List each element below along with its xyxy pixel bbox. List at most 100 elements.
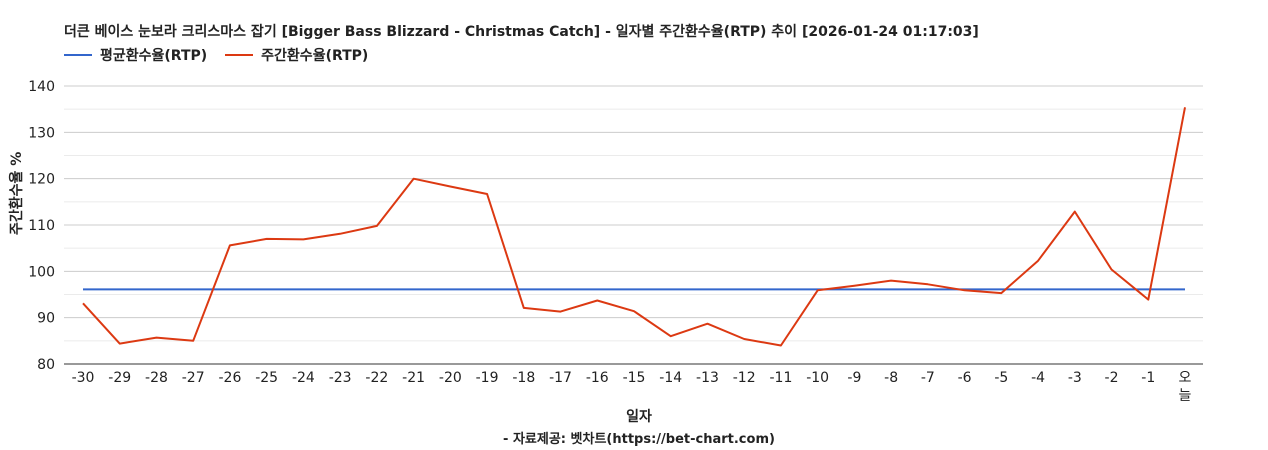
data-point-weekly bbox=[742, 337, 746, 341]
data-point-weekly bbox=[338, 232, 342, 236]
data-point-weekly bbox=[265, 237, 269, 241]
data-point-weekly bbox=[154, 336, 158, 340]
y-tick-label: 110 bbox=[28, 218, 55, 234]
series-line-weekly bbox=[82, 107, 1186, 347]
x-tick-label: -8 bbox=[884, 370, 898, 386]
data-point-average bbox=[118, 287, 122, 291]
data-point-average bbox=[669, 287, 673, 291]
x-tick-label: -2 bbox=[1105, 370, 1119, 386]
y-tick-label: 80 bbox=[37, 357, 55, 373]
data-point-weekly bbox=[816, 288, 820, 292]
legend-item-average[interactable]: 평균환수율(RTP) bbox=[64, 45, 207, 65]
data-point-weekly bbox=[118, 342, 122, 346]
data-point-average bbox=[889, 287, 893, 291]
data-point-weekly bbox=[963, 288, 967, 292]
data-point-weekly bbox=[559, 310, 563, 314]
data-point-average bbox=[742, 287, 746, 291]
x-tick-label: -20 bbox=[439, 370, 462, 386]
data-point-weekly bbox=[779, 343, 783, 347]
data-point-weekly bbox=[1110, 267, 1114, 271]
data-point-weekly bbox=[1183, 105, 1187, 109]
x-tick-label: -5 bbox=[994, 370, 1008, 386]
x-tick-label: -4 bbox=[1031, 370, 1045, 386]
data-point-average bbox=[375, 287, 379, 291]
data-point-weekly bbox=[228, 243, 232, 247]
y-tick-label: 130 bbox=[28, 125, 55, 141]
data-point-weekly bbox=[705, 322, 709, 326]
y-tick-label: 120 bbox=[28, 172, 55, 188]
legend-item-weekly[interactable]: 주간환수율(RTP) bbox=[225, 45, 368, 65]
x-tick-label: -19 bbox=[476, 370, 499, 386]
data-point-average bbox=[522, 287, 526, 291]
y-tick-label: 90 bbox=[37, 311, 55, 327]
x-tick-label: -9 bbox=[847, 370, 861, 386]
data-point-weekly bbox=[852, 284, 856, 288]
x-tick-label: -22 bbox=[365, 370, 388, 386]
x-axis-label: 일자 bbox=[626, 409, 652, 425]
x-tick-label: -11 bbox=[769, 370, 792, 386]
data-point-weekly bbox=[191, 339, 195, 343]
data-point-weekly bbox=[522, 306, 526, 310]
chart-title: 더큰 베이스 눈보라 크리스마스 잡기 [Bigger Bass Blizzar… bbox=[64, 24, 979, 40]
data-point-average bbox=[1110, 287, 1114, 291]
data-point-average bbox=[485, 287, 489, 291]
data-point-weekly bbox=[669, 334, 673, 338]
data-point-weekly bbox=[632, 309, 636, 313]
data-point-average bbox=[632, 287, 636, 291]
x-tick-label: -21 bbox=[402, 370, 425, 386]
y-axis-label: 주간환수율 % bbox=[9, 151, 25, 235]
legend-label-weekly: 주간환수율(RTP) bbox=[261, 48, 369, 64]
legend-swatch-average bbox=[64, 54, 92, 56]
data-point-weekly bbox=[595, 299, 599, 303]
x-tick-label: -30 bbox=[72, 370, 95, 386]
data-point-average bbox=[338, 287, 342, 291]
x-tick-label: -29 bbox=[108, 370, 131, 386]
data-point-average bbox=[448, 287, 452, 291]
data-point-average bbox=[154, 287, 158, 291]
x-tick-label: -16 bbox=[586, 370, 609, 386]
data-point-average bbox=[265, 287, 269, 291]
x-tick-label: -3 bbox=[1068, 370, 1082, 386]
legend-label-average: 평균환수율(RTP) bbox=[100, 48, 208, 64]
data-point-weekly bbox=[448, 185, 452, 189]
data-point-weekly bbox=[1146, 298, 1150, 302]
x-tick-label: -24 bbox=[292, 370, 315, 386]
x-tick-label: -10 bbox=[806, 370, 829, 386]
x-tick-label: -7 bbox=[921, 370, 935, 386]
data-point-weekly bbox=[1073, 210, 1077, 214]
x-tick-label: -13 bbox=[696, 370, 719, 386]
data-point-average bbox=[228, 287, 232, 291]
x-tick-label: 오 bbox=[1179, 370, 1192, 386]
data-point-weekly bbox=[1036, 259, 1040, 263]
source-credit: - 자료제공: 벳차트(https://bet-chart.com) bbox=[503, 432, 775, 447]
data-point-weekly bbox=[412, 177, 416, 181]
data-point-average bbox=[595, 287, 599, 291]
data-point-average bbox=[1183, 287, 1187, 291]
x-tick-label: -6 bbox=[958, 370, 972, 386]
x-tick-label: -1 bbox=[1141, 370, 1155, 386]
data-point-weekly bbox=[301, 237, 305, 241]
data-point-average bbox=[412, 287, 416, 291]
x-tick-label: -18 bbox=[512, 370, 535, 386]
data-point-weekly bbox=[926, 282, 930, 286]
data-point-weekly bbox=[485, 192, 489, 196]
data-point-average bbox=[779, 287, 783, 291]
data-point-weekly bbox=[889, 279, 893, 283]
data-point-weekly bbox=[375, 224, 379, 228]
data-point-average bbox=[1036, 287, 1040, 291]
x-tick-label: -14 bbox=[659, 370, 682, 386]
data-point-average bbox=[81, 287, 85, 291]
data-point-average bbox=[926, 287, 930, 291]
x-tick-label: -27 bbox=[182, 370, 205, 386]
x-tick-label: -25 bbox=[255, 370, 278, 386]
x-tick-label: 늘 bbox=[1179, 388, 1192, 404]
x-tick-label: -17 bbox=[549, 370, 572, 386]
legend-swatch-weekly bbox=[225, 54, 254, 56]
y-tick-label: 140 bbox=[28, 79, 55, 95]
x-tick-label: -26 bbox=[218, 370, 241, 386]
x-tick-label: -28 bbox=[145, 370, 168, 386]
data-point-weekly bbox=[81, 301, 85, 305]
y-tick-label: 100 bbox=[28, 264, 55, 280]
data-point-average bbox=[705, 287, 709, 291]
